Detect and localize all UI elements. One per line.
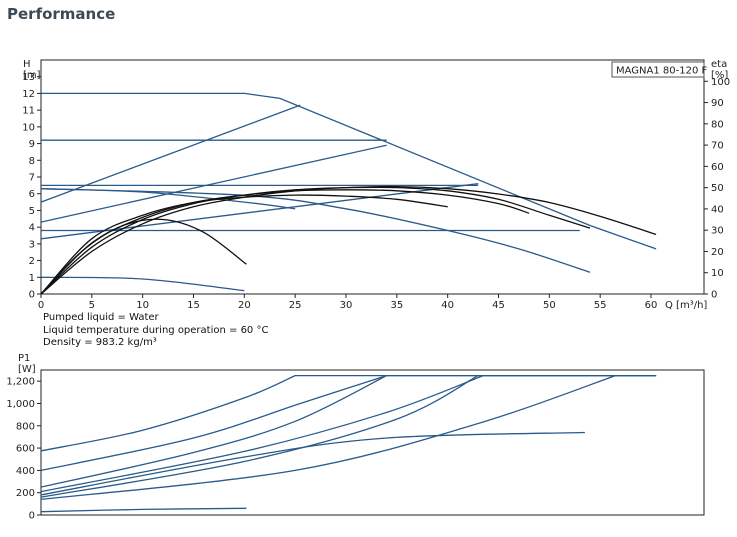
y-tick-label: 9	[29, 139, 35, 150]
y2-tick-label: 100	[711, 77, 730, 88]
power-chart: 0 200 400 600 800 1,000 1,200 P1[W]	[6, 353, 705, 522]
y2-tick-label: 80	[711, 119, 724, 130]
pumped-liquid-note: Pumped liquid = Water	[43, 312, 159, 323]
y-tick-label: 5	[29, 206, 35, 217]
y-tick-label: 4	[29, 223, 35, 234]
head-curve	[40, 276, 245, 292]
y-tick-label: 10	[22, 122, 35, 133]
x-tick-label: 15	[187, 300, 200, 311]
y2-tick-label: 30	[711, 226, 724, 237]
y-tick-label: 13	[22, 72, 35, 83]
y2-axis-label: eta	[711, 59, 727, 70]
x-tick-label: 55	[594, 300, 607, 311]
head-efficiency-chart: 0123456789101112130102030405060708090100…	[22, 59, 730, 311]
x-tick-label: 50	[543, 300, 556, 311]
liquid-temperature-note: Liquid temperature during operation = 60…	[43, 324, 269, 336]
head-curve	[40, 104, 301, 203]
y2-tick-label: 10	[711, 268, 724, 279]
power-curves	[40, 374, 657, 513]
head-grid	[40, 59, 705, 295]
power-axis-label: [W]	[18, 364, 36, 375]
x-tick-label: 45	[492, 300, 505, 311]
y2-tick-label: 40	[711, 204, 724, 215]
y2-tick-label: 70	[711, 141, 724, 152]
y-tick-label: 7	[29, 173, 35, 184]
y-tick-label: 0	[29, 290, 35, 301]
y2-tick-label: 50	[711, 183, 724, 194]
y2-axis-label: [%]	[711, 70, 728, 81]
head-plot-frame	[40, 59, 705, 295]
y-tick-label: 8	[29, 156, 35, 167]
y2-tick-label: 60	[711, 162, 724, 173]
head-curve	[40, 188, 591, 273]
power-axis-label: P1	[18, 353, 30, 364]
page-title: Performance	[7, 5, 116, 23]
pump-model-box: MAGNA1 80-120 F	[611, 61, 708, 78]
power-y-tick-label: 1,000	[6, 399, 35, 410]
y-tick-label: 12	[22, 89, 35, 100]
power-curve	[40, 374, 657, 501]
power-y-tick-label: 0	[29, 511, 35, 522]
power-curve	[40, 431, 585, 496]
y-tick-label: 2	[29, 256, 35, 267]
efficiency-curve	[40, 185, 657, 295]
y-axis-label: H	[23, 59, 31, 70]
y-tick-label: 3	[29, 239, 35, 250]
x-axis-label: Q [m³/h]	[665, 300, 707, 311]
power-curve	[40, 507, 247, 513]
power-curve	[40, 374, 657, 472]
x-tick-label: 40	[441, 300, 454, 311]
x-tick-label: 10	[136, 300, 149, 311]
head-curves	[40, 92, 657, 292]
head-curve	[41, 92, 657, 250]
x-tick-label: 35	[390, 300, 403, 311]
y2-tick-label: 0	[711, 290, 717, 301]
x-tick-label: 5	[89, 300, 95, 311]
power-grid	[40, 369, 705, 516]
power-plot-frame	[40, 369, 705, 516]
power-y-tick-label: 400	[16, 466, 35, 477]
density-note: Density = 983.2 kg/m³	[43, 337, 157, 348]
power-y-tick-label: 200	[16, 488, 35, 499]
y-tick-label: 11	[22, 106, 35, 117]
y-tick-label: 6	[29, 189, 35, 200]
y2-tick-label: 20	[711, 247, 724, 258]
power-y-tick-label: 600	[16, 444, 35, 455]
x-tick-label: 60	[645, 300, 658, 311]
head-curve	[40, 144, 387, 223]
power-curve	[40, 375, 387, 488]
power-curve	[40, 374, 657, 493]
x-tick-label: 20	[238, 300, 251, 311]
y-tick-label: 1	[29, 273, 35, 284]
power-y-tick-label: 1,200	[6, 377, 35, 388]
power-y-tick-label: 800	[16, 421, 35, 432]
head-axes: 0123456789101112130102030405060708090100…	[22, 59, 730, 311]
y2-tick-label: 90	[711, 98, 724, 109]
x-tick-label: 30	[340, 300, 353, 311]
liquid-notes: Pumped liquid = Water Liquid temperature…	[43, 312, 268, 350]
y-axis-label: [m]	[23, 70, 41, 81]
x-tick-label: 0	[38, 300, 44, 311]
power-axes: 0 200 400 600 800 1,000 1,200 P1[W]	[6, 353, 41, 522]
pump-model-label: MAGNA1 80-120 F	[616, 66, 708, 77]
x-tick-label: 25	[289, 300, 302, 311]
efficiency-curves	[40, 185, 657, 295]
power-curve	[40, 374, 657, 452]
